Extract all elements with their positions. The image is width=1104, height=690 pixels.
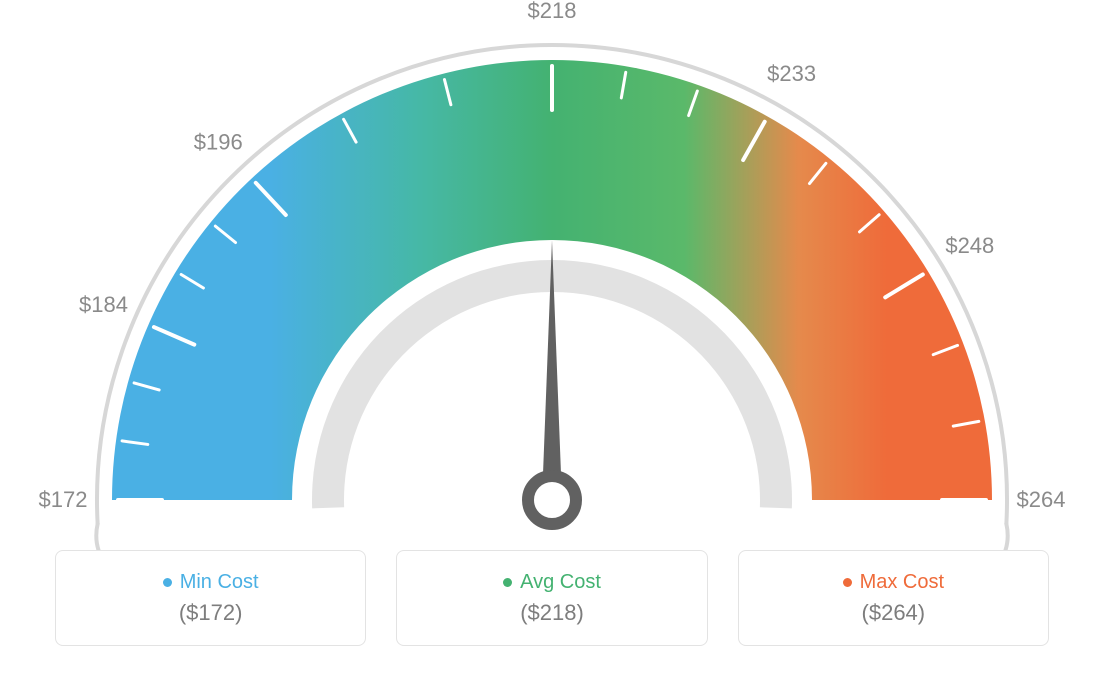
min-cost-card: Min Cost ($172) <box>55 550 366 646</box>
tick-label: $233 <box>767 61 816 86</box>
max-cost-card: Max Cost ($264) <box>738 550 1049 646</box>
max-dot-icon <box>843 578 852 587</box>
max-cost-header: Max Cost <box>843 571 944 594</box>
tick-label: $264 <box>1017 487 1066 512</box>
cost-cards: Min Cost ($172) Avg Cost ($218) Max Cost… <box>0 550 1104 646</box>
tick-label: $172 <box>39 487 88 512</box>
max-cost-label: Max Cost <box>860 571 944 594</box>
tick-label: $196 <box>194 130 243 155</box>
avg-cost-value: ($218) <box>520 600 584 626</box>
max-cost-value: ($264) <box>862 600 926 626</box>
tick-label: $184 <box>79 292 128 317</box>
gauge-svg: $172 $184 $196 $218 $233 $248 $264 <box>0 0 1104 550</box>
min-cost-value: ($172) <box>179 600 243 626</box>
tick-label: $248 <box>945 233 994 258</box>
avg-cost-card: Avg Cost ($218) <box>396 550 707 646</box>
tick-label: $218 <box>528 0 577 23</box>
needle-hub-icon <box>528 476 576 524</box>
gauge-chart: $172 $184 $196 $218 $233 $248 $264 <box>0 0 1104 550</box>
min-cost-label: Min Cost <box>180 571 259 594</box>
min-dot-icon <box>163 578 172 587</box>
avg-dot-icon <box>503 578 512 587</box>
avg-cost-label: Avg Cost <box>520 571 601 594</box>
avg-cost-header: Avg Cost <box>503 571 601 594</box>
min-cost-header: Min Cost <box>163 571 259 594</box>
